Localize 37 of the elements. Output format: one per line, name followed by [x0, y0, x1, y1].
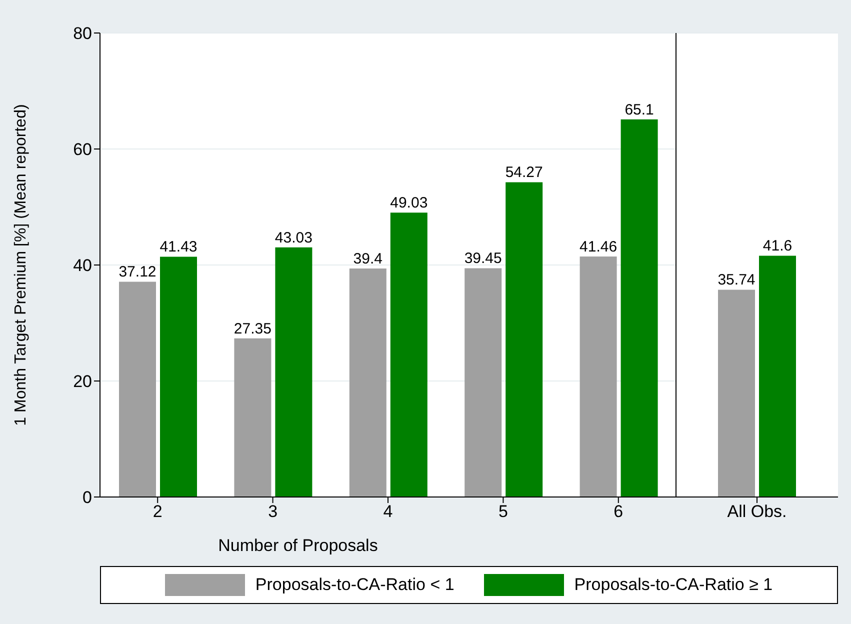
x-tick-label: 4 — [383, 502, 393, 522]
data-label: 49.03 — [390, 194, 428, 212]
data-label: 39.45 — [464, 250, 502, 268]
data-label: 27.35 — [234, 320, 272, 338]
data-label: 54.27 — [505, 164, 543, 182]
x-tick-label: 3 — [268, 502, 278, 522]
bar — [620, 119, 658, 497]
x-tick-label: 2 — [152, 502, 162, 522]
data-label: 41.43 — [160, 238, 198, 256]
data-label: 43.03 — [274, 229, 312, 246]
bar — [580, 256, 617, 497]
data-label: 41.46 — [580, 238, 618, 256]
x-axis-title: Number of Proposals — [218, 536, 378, 555]
data-label: 35.74 — [718, 272, 756, 289]
x-tick-label: 5 — [498, 502, 508, 522]
legend-label: Proposals-to-CA-Ratio ≥ 1 — [574, 575, 773, 595]
data-label: 65.1 — [624, 101, 654, 118]
bar — [349, 268, 386, 497]
bar — [119, 282, 156, 497]
bar — [275, 247, 312, 497]
legend-label: Proposals-to-CA-Ratio < 1 — [255, 575, 454, 595]
y-axis-title: 1 Month Target Premium [%] (Mean reported) — [12, 104, 30, 426]
data-label: 37.12 — [118, 264, 156, 281]
data-label: 39.4 — [353, 250, 382, 268]
y-tick-label: 20 — [73, 372, 92, 392]
bar — [160, 256, 197, 497]
y-tick-label: 60 — [73, 140, 92, 160]
bar — [390, 212, 428, 497]
y-tick-label: 40 — [73, 256, 92, 276]
data-label: 41.6 — [762, 238, 792, 255]
x-tick-label: 6 — [614, 502, 624, 522]
bar — [234, 338, 272, 497]
x-tick-label: All Obs. — [727, 502, 787, 522]
y-tick-label: 80 — [73, 24, 92, 44]
bar — [464, 268, 502, 497]
y-tick-label: 0 — [82, 488, 92, 508]
bar — [506, 182, 543, 497]
